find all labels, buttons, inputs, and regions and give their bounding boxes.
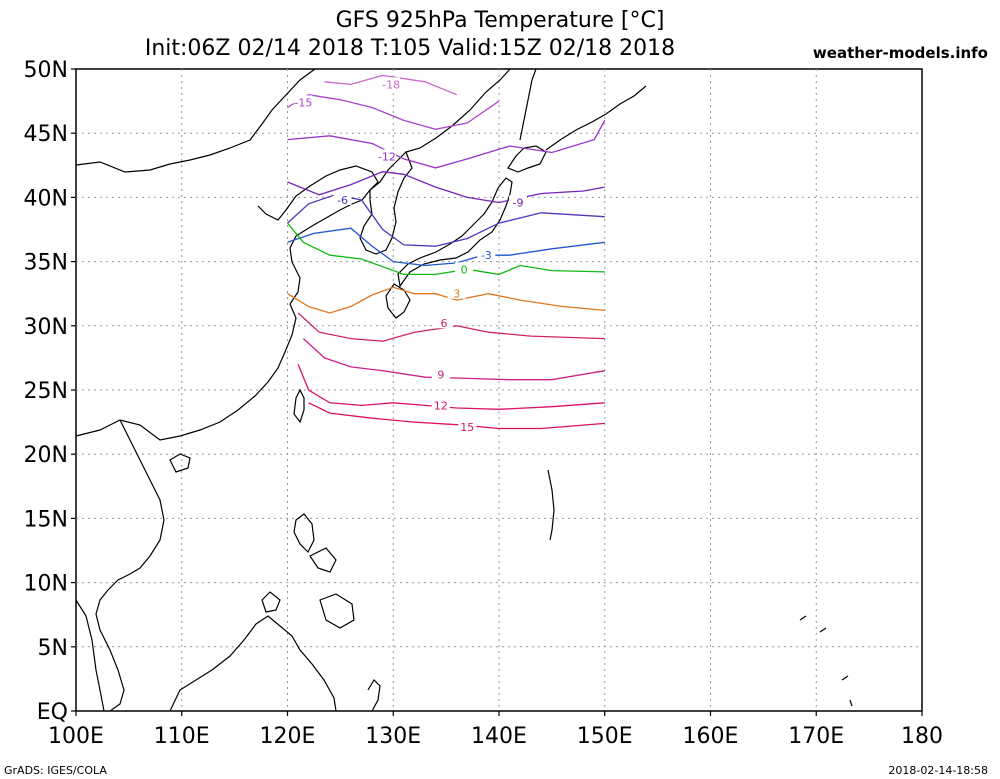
contour-label-bg bbox=[382, 77, 401, 90]
site-credit: weather-models.info bbox=[812, 44, 988, 62]
chart-title: GFS 925hPa Temperature [°C] bbox=[335, 8, 665, 33]
isotherm-line bbox=[308, 402, 605, 430]
contour-label: 12 bbox=[434, 399, 448, 412]
coast-mindanao bbox=[319, 593, 355, 629]
coast-taiwan bbox=[293, 388, 305, 424]
contour-label-bg bbox=[458, 420, 477, 433]
contour-label-bg bbox=[477, 248, 496, 261]
render-timestamp: 2018-02-14-18:58 bbox=[888, 764, 988, 777]
x-tick-label: 130E bbox=[365, 724, 421, 749]
isotherm-line bbox=[297, 364, 605, 410]
contour-label-bg bbox=[431, 367, 450, 380]
contour-label: 3 bbox=[453, 288, 460, 301]
y-tick-label: 10N bbox=[24, 572, 68, 597]
isotherm-line bbox=[297, 312, 605, 342]
contour-label: -15 bbox=[294, 96, 312, 109]
y-tick-label: 30N bbox=[24, 315, 68, 340]
contour-label-bg bbox=[447, 286, 466, 299]
x-tick-label: 160E bbox=[683, 724, 739, 749]
y-axis-ticks: EQ 5N 10N 15N 20N 25N 30N 35N 40N 45N 50N bbox=[24, 58, 76, 725]
coast-marshall bbox=[799, 615, 853, 707]
y-tick-label: 50N bbox=[24, 58, 68, 83]
contour-label-bg bbox=[377, 149, 396, 162]
temperature-contours bbox=[286, 74, 606, 430]
x-tick-label: 180 bbox=[901, 724, 943, 749]
coast-japan-kyushu bbox=[385, 283, 411, 319]
contour-label-bg bbox=[294, 95, 313, 108]
contour-label: -9 bbox=[513, 197, 524, 210]
y-tick-label: 15N bbox=[24, 507, 68, 532]
contour-label-bg bbox=[455, 262, 474, 275]
x-tick-label: 170E bbox=[788, 724, 844, 749]
contour-labels: -18 -15 -12 -9 -6 -3 03 6 9 12 15 bbox=[294, 77, 528, 434]
isotherm-line bbox=[286, 222, 605, 276]
coast-kurils bbox=[545, 85, 647, 151]
contour-label: -12 bbox=[378, 150, 396, 163]
coast-japan-honshu bbox=[397, 177, 513, 288]
coast-sakhalin bbox=[519, 68, 537, 141]
contour-label-bg bbox=[333, 192, 352, 205]
coast-visayas bbox=[309, 547, 337, 573]
contour-label: -18 bbox=[382, 78, 400, 91]
coast-luzon bbox=[293, 513, 315, 554]
contour-label: -6 bbox=[337, 194, 348, 207]
isotherm-line bbox=[287, 120, 606, 169]
contour-label: 0 bbox=[461, 263, 468, 276]
graticule bbox=[76, 69, 922, 711]
x-tick-label: 150E bbox=[577, 724, 633, 749]
y-tick-label: 5N bbox=[38, 636, 68, 661]
y-tick-label: 40N bbox=[24, 186, 68, 211]
coast-hainan bbox=[169, 453, 191, 473]
coast-korea bbox=[359, 150, 413, 255]
contour-label-bg bbox=[509, 195, 528, 208]
contour-label-bg bbox=[431, 398, 450, 411]
coastlines bbox=[75, 68, 853, 712]
isotherm-line bbox=[287, 227, 605, 267]
y-tick-label: 25N bbox=[24, 379, 68, 404]
coast-marianas bbox=[547, 469, 555, 541]
contour-label: 15 bbox=[460, 421, 474, 434]
contour-label: -3 bbox=[481, 249, 492, 262]
coast-indochina bbox=[95, 419, 165, 712]
x-axis-ticks: 100E 110E 120E 130E 140E 150E 160E 170E 180 bbox=[48, 711, 943, 749]
coast-north bbox=[75, 68, 316, 173]
isotherm-line bbox=[287, 194, 605, 247]
coast-russia bbox=[405, 68, 511, 153]
isotherm-line bbox=[302, 338, 605, 381]
coast-gulf-thailand bbox=[75, 599, 105, 712]
contour-label: 9 bbox=[437, 369, 444, 382]
x-tick-label: 100E bbox=[48, 724, 104, 749]
x-tick-label: 110E bbox=[154, 724, 210, 749]
isotherm-line bbox=[287, 286, 605, 314]
coast-japan-hokkaido bbox=[507, 145, 547, 173]
isotherm-line bbox=[324, 74, 457, 96]
grads-credit: GrADS: IGES/COLA bbox=[4, 764, 107, 777]
coast-palawan bbox=[261, 591, 281, 613]
y-tick-label: 20N bbox=[24, 443, 68, 468]
x-tick-label: 140E bbox=[471, 724, 527, 749]
contour-label-bg bbox=[435, 316, 454, 329]
contour-label: 6 bbox=[441, 317, 448, 330]
y-tick-label: 35N bbox=[24, 251, 68, 276]
coast-halmahera bbox=[367, 679, 381, 712]
y-tick-label: 45N bbox=[24, 122, 68, 147]
isotherm-line bbox=[287, 94, 500, 130]
coast-borneo bbox=[169, 615, 337, 712]
y-tick-label: EQ bbox=[37, 700, 68, 725]
coast-mainland bbox=[75, 165, 379, 441]
chart-subtitle: Init:06Z 02/14 2018 T:105 Valid:15Z 02/1… bbox=[144, 36, 676, 61]
x-tick-label: 120E bbox=[260, 724, 316, 749]
isotherm-line bbox=[287, 171, 605, 204]
